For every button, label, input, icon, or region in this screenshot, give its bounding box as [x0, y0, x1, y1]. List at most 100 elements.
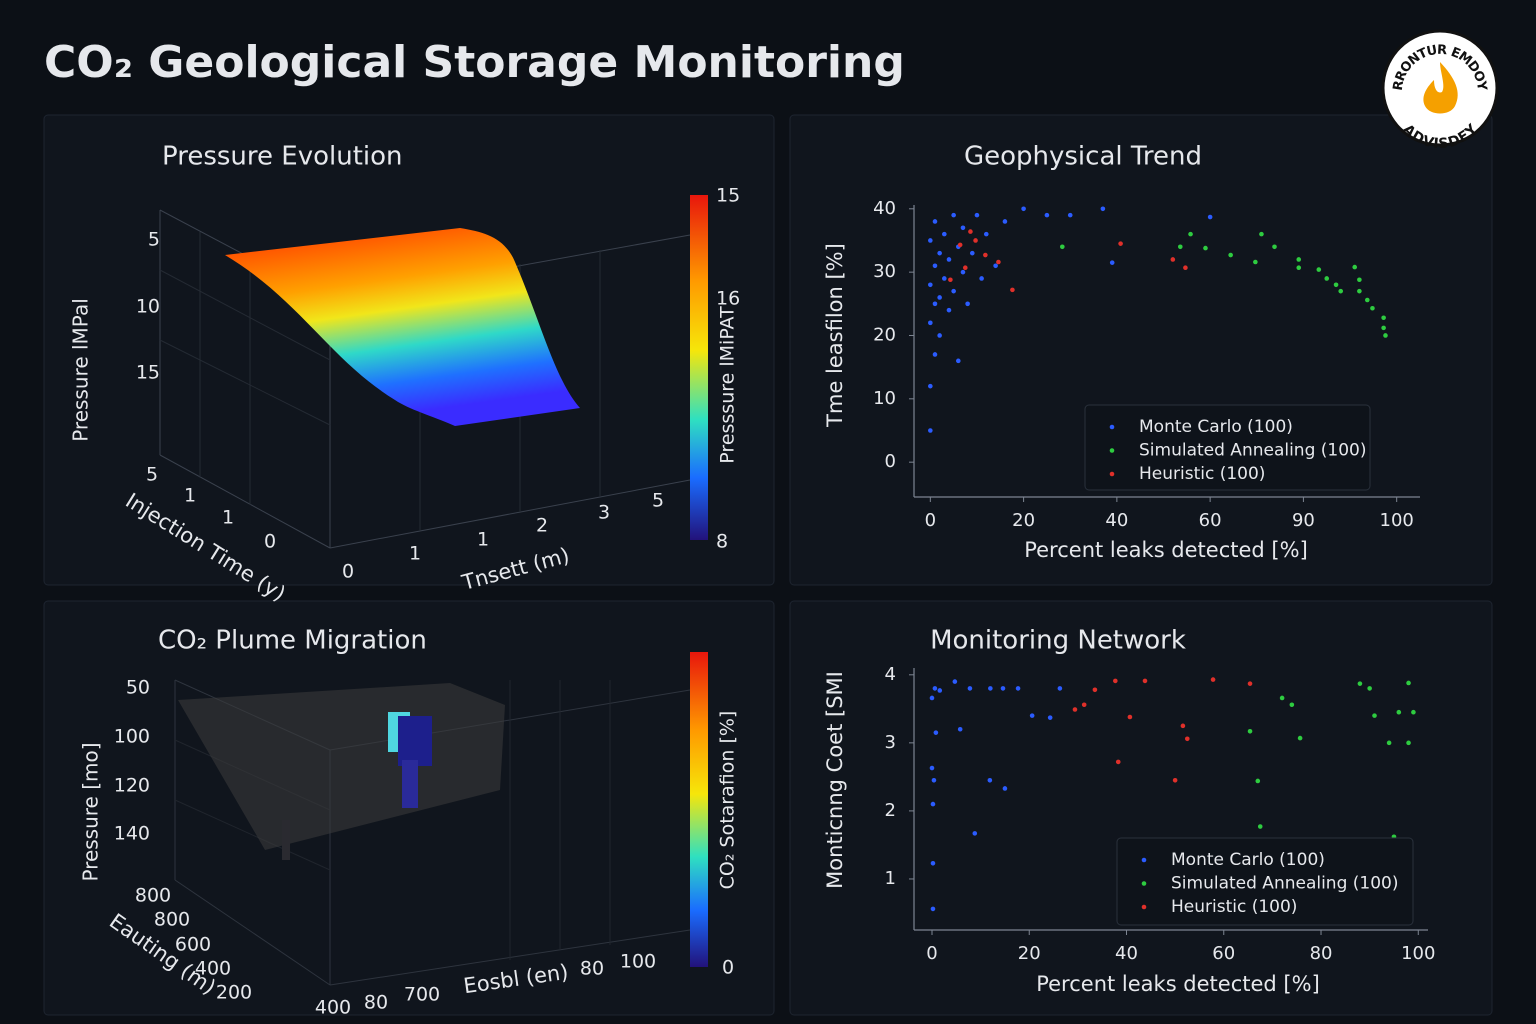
scatter-point — [1060, 244, 1065, 250]
z-tick-label: 5 — [148, 229, 160, 251]
plume-column — [282, 820, 290, 860]
z-tick-label: 100 — [114, 726, 150, 748]
scatter-point — [1047, 715, 1053, 720]
colorbar — [690, 195, 708, 540]
scatter-point — [996, 259, 1001, 265]
scatter-point — [1370, 305, 1375, 311]
scatter-point — [930, 801, 936, 807]
x-tick-label: 800 — [154, 909, 190, 931]
scatter-point — [1113, 678, 1118, 684]
x-tick-label: 20 — [1012, 510, 1035, 531]
y-tick-label: 1 — [885, 868, 896, 889]
scatter-point — [1015, 686, 1021, 691]
legend-label: Monte Carlo (100) — [1171, 850, 1325, 870]
scatter-point — [948, 277, 953, 283]
scatter-point — [983, 231, 989, 237]
x-tick-label: 40 — [1105, 510, 1128, 531]
scatter-point — [1228, 252, 1233, 258]
scatter-point — [1372, 713, 1377, 718]
y-tick-label: 0 — [885, 451, 896, 472]
scatter-point — [928, 238, 933, 243]
scatter-point — [1255, 778, 1261, 784]
x-axis-label: Percent leaks detected [%] — [1024, 538, 1308, 562]
scatter-point — [928, 282, 933, 288]
z-tick-label: 10 — [136, 296, 160, 318]
scatter-point — [951, 212, 956, 218]
x-tick-label: 1 — [184, 485, 196, 507]
scatter-point — [1057, 686, 1063, 691]
y-tick-label: 1 — [477, 529, 489, 551]
plume-blue-lower — [402, 760, 418, 808]
scatter-point — [1021, 206, 1026, 212]
scatter-point — [1253, 259, 1258, 265]
y-tick-label: 100 — [620, 951, 656, 973]
scatter-point — [952, 679, 958, 684]
scatter-point — [1383, 333, 1388, 338]
y-tick-label: 0 — [342, 561, 354, 583]
z-axis-label: Pressure lMPal — [69, 298, 93, 442]
y-tick-label: 400 — [315, 997, 351, 1019]
scatter-point — [983, 252, 988, 258]
scatter-point — [928, 428, 933, 433]
x-tick-label: 1 — [222, 507, 234, 529]
pane-grid — [159, 269, 331, 361]
scatter-point — [937, 333, 942, 338]
y-tick-label: 20 — [873, 324, 896, 345]
z-axis-label: Pressure [mo] — [79, 742, 103, 881]
y-tick-label: 2 — [536, 515, 548, 537]
legend-label: Simulated Annealing (100) — [1139, 441, 1367, 461]
scatter-point — [942, 231, 947, 237]
scatter-point — [988, 686, 993, 691]
scatter-point — [969, 250, 975, 256]
legend-label: Simulated Annealing (100) — [1171, 874, 1399, 894]
y-tick-label: 4 — [885, 664, 896, 685]
scatter-point — [1247, 728, 1253, 734]
scatter-point — [1396, 709, 1402, 715]
scatter-point — [1100, 206, 1106, 212]
y-tick-label: 10 — [873, 388, 896, 409]
scatter-point — [974, 212, 980, 218]
scatter-point — [1296, 265, 1302, 271]
x-tick-label: 800 — [135, 885, 171, 907]
legend-marker — [1109, 448, 1115, 453]
x-tick-label: 400 — [195, 958, 231, 980]
scatter-point — [1109, 260, 1115, 265]
x-tick-label: 90 — [1292, 510, 1315, 531]
scatter-point — [1184, 736, 1190, 742]
x-tick-label: 0 — [925, 510, 936, 531]
chart-title: Pressure Evolution — [162, 142, 403, 172]
chart-title: Monitoring Network — [930, 626, 1186, 656]
scatter-point — [929, 765, 935, 771]
axis-pane-edge — [174, 879, 331, 986]
scatter-point — [932, 352, 938, 357]
scatter-point — [946, 257, 952, 262]
x-tick-label: 20 — [1018, 943, 1041, 964]
chart-title: CO₂ Plume Migration — [158, 626, 427, 656]
x-tick-label: 5 — [146, 464, 158, 486]
scatter-point — [1247, 681, 1253, 686]
pane-grid — [174, 799, 331, 871]
scatter-point — [1289, 702, 1295, 708]
y-tick-label: 80 — [364, 992, 388, 1014]
scatter-point — [932, 219, 938, 224]
scatter-point — [937, 250, 942, 256]
z-tick-label: 50 — [126, 677, 150, 699]
scatter-point — [1177, 244, 1183, 250]
scatter-point — [932, 301, 938, 307]
colorbar-tick-label: 15 — [716, 185, 740, 207]
page-title: CO₂ Geological Storage Monitoring — [44, 37, 905, 88]
scatter-point — [1357, 288, 1362, 294]
scatter-point — [960, 269, 966, 275]
scatter-point — [929, 695, 935, 701]
z-tick-label: 120 — [114, 775, 150, 797]
pane-grid — [159, 339, 331, 426]
y-tick-label: 700 — [404, 984, 440, 1006]
y-tick-label: 5 — [652, 490, 664, 512]
scatter-point — [1183, 265, 1188, 271]
logo-circle — [1381, 29, 1499, 147]
scatter-point — [931, 777, 937, 783]
scatter-point — [1381, 325, 1386, 331]
scatter-chart: 0 10 20 30 40 0 20 40 60 90 100 Tme leasfilon [%] Pe… — [823, 198, 1420, 562]
scatter-point — [1127, 714, 1133, 720]
